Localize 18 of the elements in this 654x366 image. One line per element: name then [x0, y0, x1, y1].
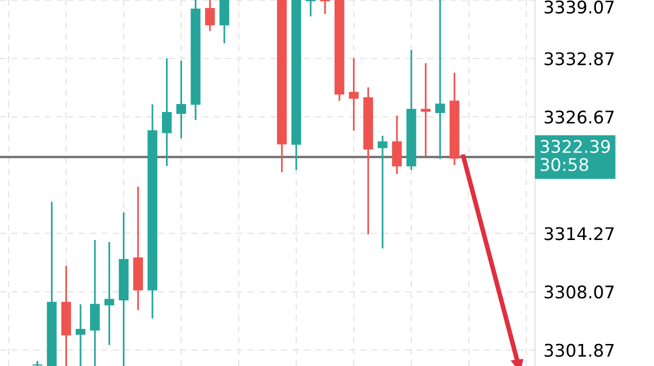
- candlestick: [320, 0, 330, 15]
- candlestick: [76, 303, 86, 366]
- y-tick-label: 3326.67: [544, 110, 614, 124]
- candlestick: [104, 241, 114, 346]
- candlestick: [348, 57, 359, 132]
- y-tick-label: 3301.87: [544, 344, 614, 357]
- candlestick: [205, 0, 215, 32]
- candlestick: [420, 62, 431, 158]
- candlestick: [435, 0, 445, 160]
- candlestick: [306, 0, 316, 18]
- y-tick-label: 3308.07: [544, 285, 614, 299]
- candlestick: [162, 57, 172, 167]
- y-tick-label: 3332.87: [544, 52, 614, 66]
- y-tick-label: 3339.07: [544, 0, 614, 14]
- y-tick-label: 3314.27: [544, 227, 614, 240]
- ref-line-label: 3322.39 30:58: [540, 140, 610, 172]
- candlestick: [378, 134, 388, 250]
- candlestick: [176, 60, 186, 140]
